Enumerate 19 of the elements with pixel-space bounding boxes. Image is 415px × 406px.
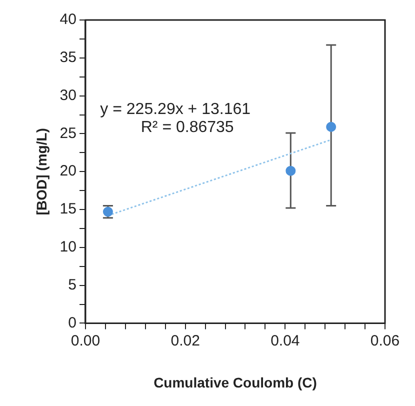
x-tick-label: 0.02 [170,332,200,350]
y-tick-label: 15 [60,200,76,218]
y-tick-label: 10 [60,238,76,256]
x-tick-label: 0.04 [270,332,300,350]
annotation: R² = 0.86735 [140,118,234,136]
point [286,166,296,176]
y-tick-label: 0 [68,314,76,332]
x-tick-label: 0.00 [70,332,100,350]
y-tick-label: 30 [60,86,76,104]
y-tick-label: 20 [60,162,76,180]
x-axis-title: Cumulative Coulomb (C) [154,374,317,390]
point [326,122,336,132]
y-tick-label: 35 [60,49,76,66]
y-axis-title: [BOD] (mg/L) [33,128,50,216]
y-tick-label: 25 [60,124,76,142]
y-tick-label: 40 [60,11,76,28]
y-tick-label: 5 [68,276,76,294]
x-tick-label: 0.06 [370,332,400,350]
annotation: y = 225.29x + 13.161 [100,100,251,118]
